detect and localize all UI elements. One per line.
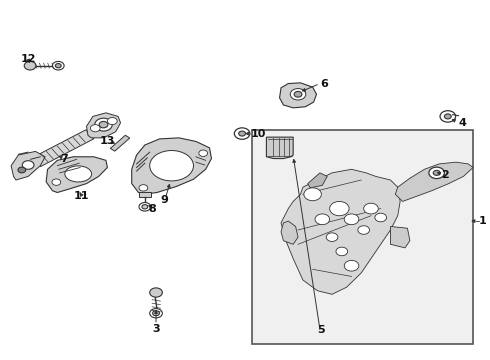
Circle shape [440,111,456,122]
Ellipse shape [150,150,194,181]
Circle shape [290,89,306,100]
Polygon shape [87,113,121,138]
Circle shape [142,204,148,209]
Circle shape [239,131,245,136]
Polygon shape [110,135,130,151]
Polygon shape [395,162,473,202]
Text: 4: 4 [459,118,466,128]
Polygon shape [280,83,317,108]
Circle shape [326,233,338,242]
Bar [139,192,151,197]
Circle shape [336,247,347,256]
Circle shape [304,188,321,201]
Circle shape [150,309,162,318]
Bar [252,130,473,344]
Circle shape [18,167,25,173]
Circle shape [429,167,444,179]
Polygon shape [32,130,94,167]
Circle shape [364,203,378,214]
Circle shape [24,62,36,70]
Text: 1: 1 [479,216,487,226]
Circle shape [234,128,250,139]
Text: 2: 2 [441,170,449,180]
Circle shape [344,214,359,225]
Text: 11: 11 [74,191,89,201]
Circle shape [330,202,349,216]
Circle shape [23,161,34,169]
Text: 13: 13 [100,136,115,146]
Polygon shape [281,169,400,294]
Polygon shape [46,157,107,193]
Text: 9: 9 [160,195,168,204]
Text: 7: 7 [61,154,69,164]
Circle shape [344,260,359,271]
Text: 10: 10 [250,129,266,139]
Polygon shape [391,226,410,248]
Circle shape [315,214,330,225]
Text: 3: 3 [152,324,160,334]
Polygon shape [281,221,298,244]
Circle shape [95,118,112,131]
Circle shape [199,150,208,157]
Text: 12: 12 [21,54,36,64]
Circle shape [150,288,162,297]
Polygon shape [308,173,327,188]
Circle shape [139,185,148,191]
Text: 5: 5 [318,325,325,335]
Text: 8: 8 [148,203,156,213]
Circle shape [99,121,108,128]
Polygon shape [267,137,293,158]
Polygon shape [132,138,212,194]
Circle shape [52,62,64,70]
Polygon shape [11,152,45,180]
Circle shape [358,226,369,234]
Circle shape [444,114,451,119]
Circle shape [90,125,100,132]
Ellipse shape [65,166,92,182]
Text: 6: 6 [320,78,328,89]
Circle shape [55,64,61,68]
Circle shape [52,179,61,185]
Circle shape [107,117,117,125]
Circle shape [152,311,159,316]
Circle shape [294,91,302,97]
Circle shape [433,170,440,175]
Circle shape [375,213,387,222]
Circle shape [139,203,151,211]
